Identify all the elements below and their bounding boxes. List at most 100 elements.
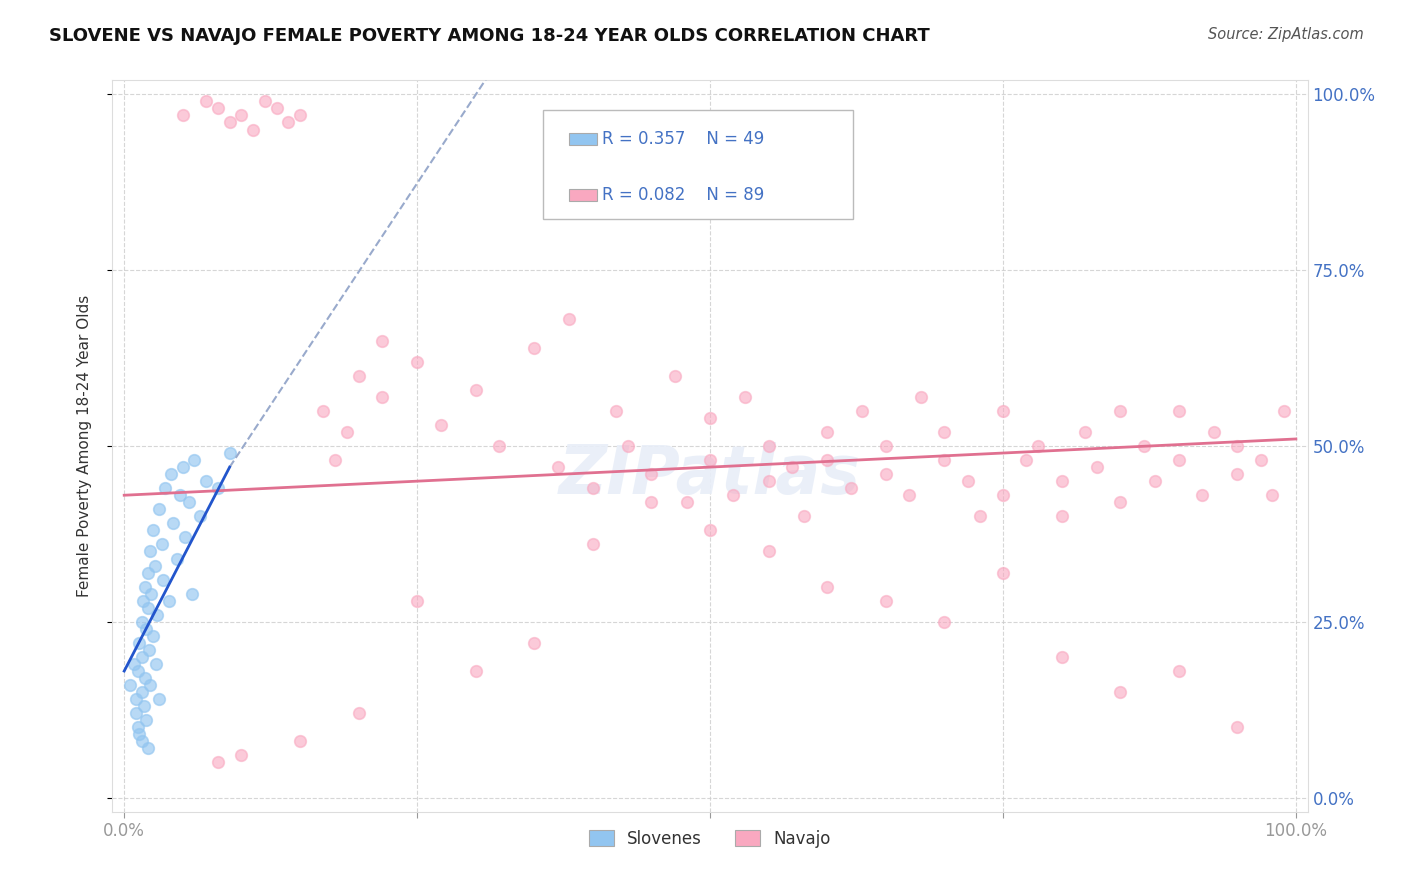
Point	[558, 312, 581, 326]
Point	[991, 404, 1014, 418]
Point	[125, 706, 148, 721]
Point	[582, 537, 605, 551]
Point	[174, 530, 197, 544]
Point	[406, 593, 429, 607]
Point	[1226, 467, 1249, 482]
Point	[934, 615, 956, 629]
Point	[195, 95, 218, 109]
Point	[1167, 664, 1189, 678]
Text: R = 0.082    N = 89: R = 0.082 N = 89	[603, 186, 765, 204]
Point	[323, 453, 346, 467]
Point	[127, 664, 149, 678]
Point	[523, 341, 546, 355]
Point	[207, 756, 229, 770]
Point	[135, 622, 157, 636]
Point	[1167, 453, 1189, 467]
Point	[723, 488, 745, 502]
Point	[138, 643, 160, 657]
Point	[734, 390, 756, 404]
Point	[547, 460, 569, 475]
Point	[793, 509, 815, 524]
Point	[195, 474, 218, 488]
Point	[675, 495, 697, 509]
Point	[969, 509, 991, 524]
Point	[699, 453, 721, 467]
Point	[815, 580, 838, 594]
Point	[523, 636, 546, 650]
Text: R = 0.357    N = 49: R = 0.357 N = 49	[603, 129, 765, 148]
Point	[758, 439, 780, 453]
Point	[605, 404, 627, 418]
Point	[1272, 404, 1295, 418]
Point	[141, 587, 163, 601]
Point	[148, 692, 170, 706]
Point	[758, 544, 780, 558]
Point	[464, 664, 486, 678]
Point	[183, 453, 205, 467]
Point	[347, 706, 370, 721]
Point	[815, 425, 838, 439]
Text: Source: ZipAtlas.com: Source: ZipAtlas.com	[1208, 27, 1364, 42]
Point	[125, 692, 148, 706]
Point	[1085, 460, 1108, 475]
Point	[640, 467, 662, 482]
Point	[1015, 453, 1038, 467]
Point	[146, 607, 169, 622]
Point	[188, 509, 212, 524]
Point	[1167, 404, 1189, 418]
Point	[207, 481, 229, 495]
Point	[1261, 488, 1284, 502]
Point	[582, 481, 605, 495]
Point	[169, 488, 191, 502]
Point	[131, 734, 153, 748]
Point	[875, 439, 897, 453]
Point	[231, 748, 253, 763]
Point	[148, 502, 170, 516]
Point	[231, 108, 253, 122]
FancyBboxPatch shape	[569, 133, 598, 145]
Point	[145, 657, 167, 671]
Point	[142, 629, 165, 643]
Point	[1226, 720, 1249, 734]
Point	[135, 714, 157, 728]
Point	[1109, 685, 1132, 699]
Legend: Slovenes, Navajo: Slovenes, Navajo	[582, 823, 838, 855]
Point	[136, 566, 159, 580]
Point	[934, 453, 956, 467]
Point	[155, 481, 177, 495]
Point	[406, 354, 429, 368]
Point	[991, 488, 1014, 502]
Point	[780, 460, 803, 475]
Point	[253, 95, 276, 109]
FancyBboxPatch shape	[543, 110, 853, 219]
Point	[956, 474, 979, 488]
Text: SLOVENE VS NAVAJO FEMALE POVERTY AMONG 18-24 YEAR OLDS CORRELATION CHART: SLOVENE VS NAVAJO FEMALE POVERTY AMONG 1…	[49, 27, 929, 45]
Point	[640, 495, 662, 509]
Point	[1191, 488, 1213, 502]
Point	[160, 467, 183, 482]
Point	[699, 524, 721, 538]
Point	[1109, 495, 1132, 509]
Point	[815, 453, 838, 467]
Point	[181, 587, 204, 601]
Point	[152, 573, 174, 587]
Point	[131, 650, 153, 665]
Point	[120, 678, 141, 692]
Point	[134, 671, 156, 685]
Point	[371, 334, 394, 348]
Point	[172, 108, 194, 122]
Point	[1132, 439, 1154, 453]
Point	[218, 115, 240, 129]
Point	[132, 593, 155, 607]
Point	[122, 657, 145, 671]
Point	[488, 439, 510, 453]
Y-axis label: Female Poverty Among 18-24 Year Olds: Female Poverty Among 18-24 Year Olds	[77, 295, 91, 597]
Text: ZIPatlas: ZIPatlas	[560, 442, 860, 508]
Point	[839, 481, 862, 495]
Point	[143, 558, 166, 573]
Point	[991, 566, 1014, 580]
Point	[131, 615, 153, 629]
Point	[172, 460, 194, 475]
Point	[242, 122, 264, 136]
Point	[1109, 404, 1132, 418]
